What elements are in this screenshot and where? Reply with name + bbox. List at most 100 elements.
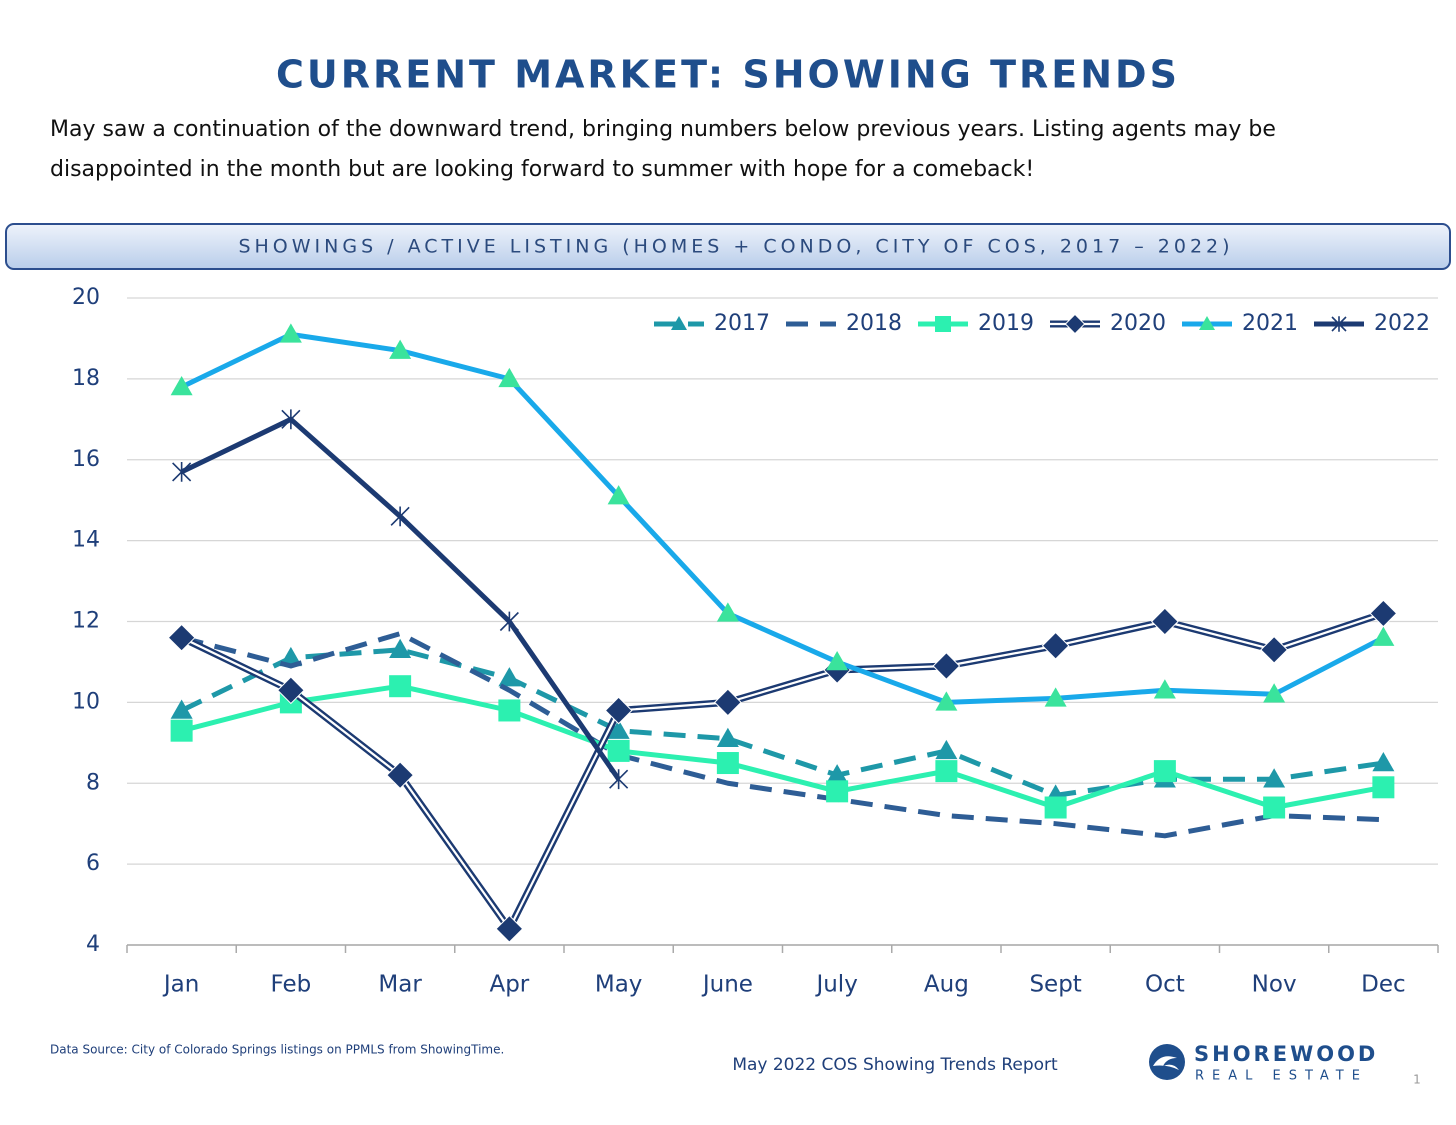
series-line [180,631,1384,839]
marker [932,652,961,680]
marker [389,638,412,659]
marker [1372,752,1395,772]
logo-tagline: REAL ESTATE [1195,1069,1368,1084]
chart-banner [5,223,1451,270]
marker [935,760,958,783]
x-tick-label: Oct [1145,972,1185,998]
legend-label: 2021 [1242,311,1298,336]
marker [716,752,739,775]
marker [276,676,305,705]
marker [826,764,849,784]
marker [1263,796,1286,819]
marker [1150,607,1179,636]
marker [935,316,951,332]
logo-wave [1153,1056,1179,1070]
x-tick-label: July [814,972,857,998]
y-tick-label: 6 [86,851,100,876]
series-line-inner [181,612,1384,930]
marker [716,727,739,748]
intro-line: May saw a continuation of the downward t… [50,117,1276,142]
marker [1263,768,1286,788]
series-line [180,647,1384,798]
marker [935,739,958,760]
marker [604,696,633,725]
x-tick-label: May [595,972,643,998]
marker [498,667,521,687]
marker [389,675,412,698]
legend-label: 2018 [846,311,902,336]
marker [1041,631,1070,660]
marker [279,323,302,343]
marker [826,650,849,671]
series [170,638,1395,804]
x-tick-label: Feb [271,972,312,998]
legend-label: 2019 [978,311,1034,336]
series [180,631,1384,839]
x-tick-label: Jan [162,972,199,998]
marker [607,739,630,762]
marker [713,688,742,717]
page-number: 1 [1413,1073,1421,1087]
marker [498,367,521,388]
series-line [180,331,1385,705]
marker [607,719,630,739]
marker [170,719,193,742]
series [170,675,1395,819]
x-tick-label: June [701,972,753,998]
report-name: May 2022 COS Showing Trends Report [732,1055,1058,1075]
marker [1064,313,1086,335]
marker [170,375,193,396]
x-tick-label: Sept [1029,972,1081,998]
marker [1044,796,1067,819]
marker [609,769,629,790]
x-tick-label: Mar [378,972,422,998]
marker [1260,635,1289,664]
series [170,323,1395,711]
marker [386,761,415,790]
marker [167,623,196,652]
marker [935,691,958,711]
marker [1331,316,1347,332]
marker [1369,599,1398,628]
y-tick-label: 4 [86,932,100,957]
series-line [180,610,1385,933]
y-tick-label: 10 [72,689,100,714]
marker [607,485,630,505]
marker [716,602,739,622]
marker [1153,760,1176,783]
marker [1044,687,1067,707]
legend-item: 2021 [1182,311,1298,336]
marker [499,611,519,632]
logo-icon [1149,1044,1185,1080]
marker [279,646,302,667]
x-tick-label: Dec [1361,972,1406,998]
x-tick-label: Aug [924,972,969,998]
intro-line: disappointed in the month but are lookin… [50,157,1034,182]
legend-item: 2017 [654,311,770,336]
marker [826,780,849,803]
marker [1199,316,1215,330]
source-note: Data Source: City of Colorado Springs li… [50,1043,504,1057]
marker [281,409,301,430]
legend-item: 2022 [1314,311,1430,336]
legend-item: 2020 [1050,311,1166,336]
y-tick-label: 16 [72,447,100,472]
x-tick-label: Apr [489,972,529,998]
marker [170,699,193,719]
y-tick-label: 14 [72,528,100,553]
marker [495,914,524,943]
legend-label: 2017 [714,311,770,336]
marker [1263,683,1286,703]
y-tick-label: 12 [72,609,100,634]
marker [1372,626,1395,646]
page-title: CURRENT MARKET: SHOWING TRENDS [276,53,1180,97]
logo: SHOREWOOD REAL ESTATE [1149,1042,1378,1084]
marker [389,339,412,359]
logo-name: SHOREWOOD [1194,1042,1378,1066]
chart-title: SHOWINGS / ACTIVE LISTING (HOMES + CONDO… [238,236,1233,258]
legend-item: 2018 [786,311,902,336]
legend-item: 2019 [918,311,1034,336]
y-tick-label: 20 [72,285,100,310]
